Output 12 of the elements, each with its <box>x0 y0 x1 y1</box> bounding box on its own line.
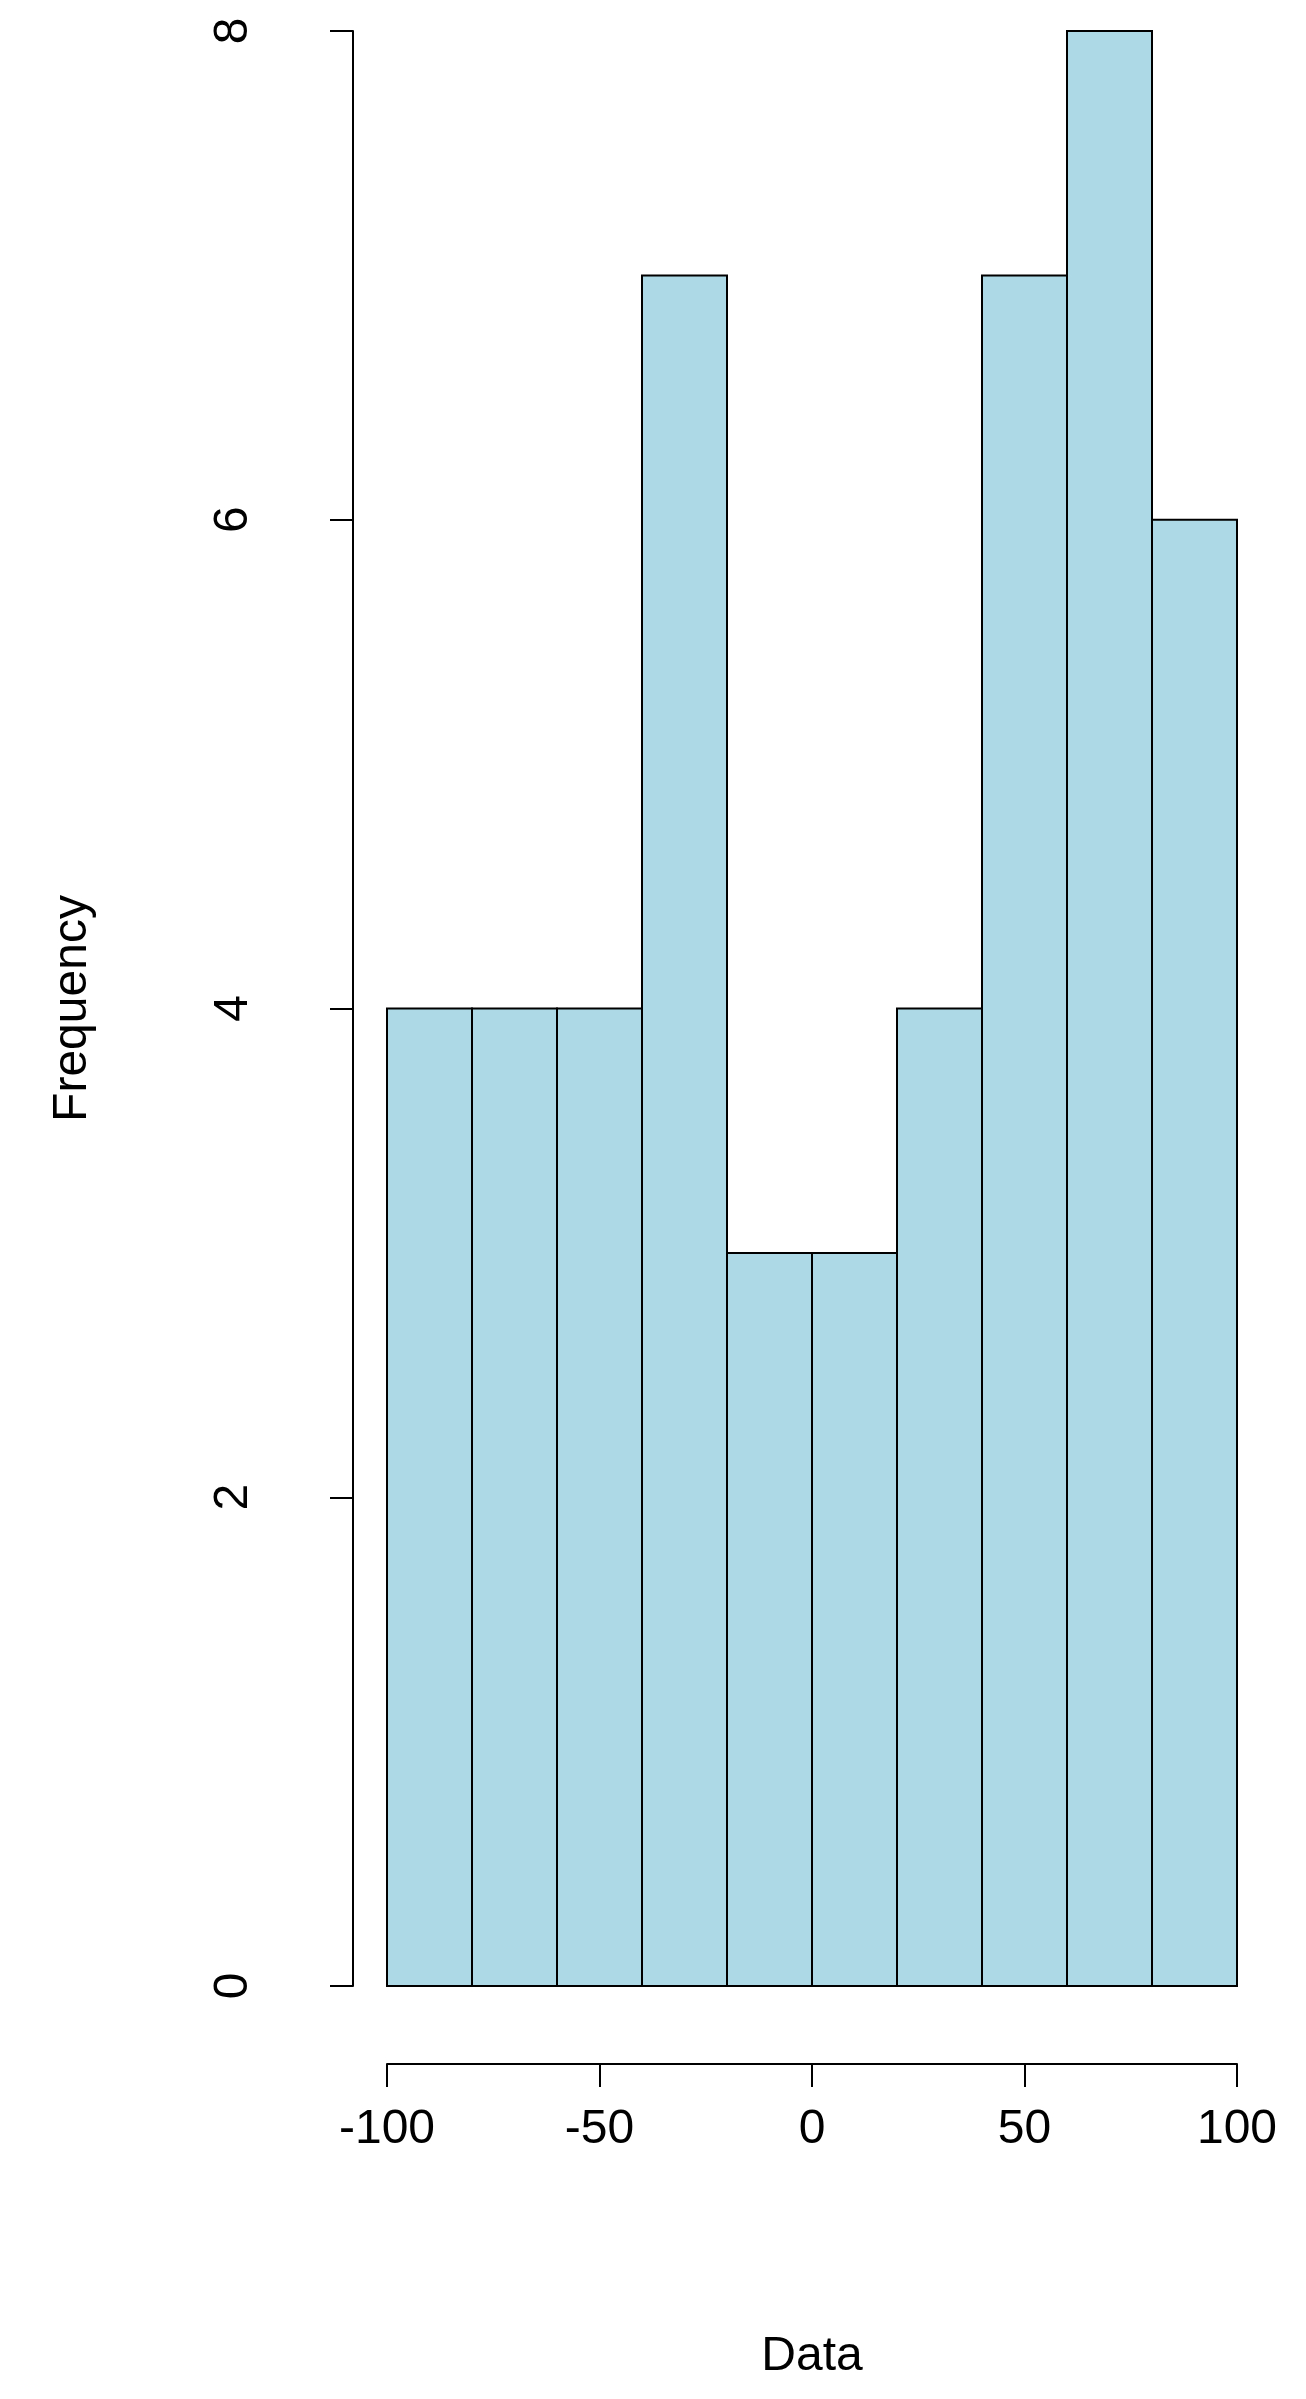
x-tick-label: 0 <box>798 2099 826 2153</box>
y-tick-label: 0 <box>203 1972 257 2000</box>
y-tick-label: 8 <box>203 17 257 45</box>
x-axis-title: Data <box>761 2326 863 2380</box>
y-tick-label: 6 <box>203 506 257 534</box>
y-tick-label: 4 <box>203 995 257 1022</box>
y-tick-label: 2 <box>203 1483 257 1511</box>
x-tick-label: -50 <box>564 2099 635 2153</box>
y-axis-title: Frequency <box>42 895 96 1122</box>
x-tick-label: 100 <box>1196 2099 1278 2153</box>
x-tick-label: 50 <box>997 2099 1052 2153</box>
x-tick-label: -100 <box>338 2099 436 2153</box>
